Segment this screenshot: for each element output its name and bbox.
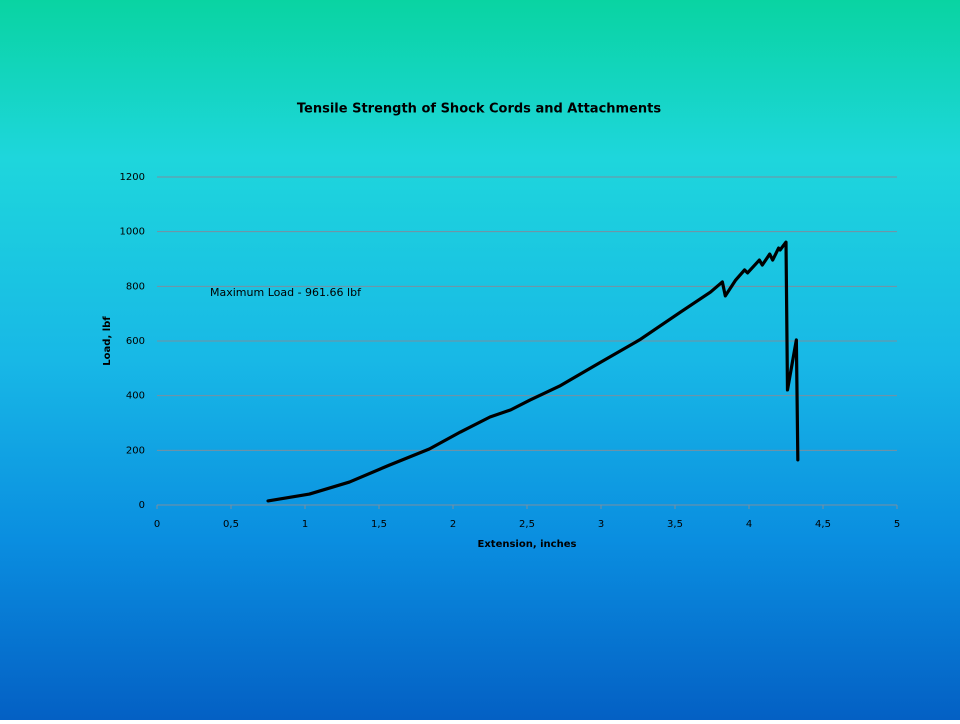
y-axis-title: Load, lbf [102,316,113,366]
x-tick-label: 3 [598,519,604,530]
y-tick-label: 1200 [120,172,145,183]
x-tick-label: 2,5 [519,519,535,530]
y-tick-label: 0 [139,500,145,511]
data-line [266,240,800,503]
x-tick-label: 0,5 [223,519,239,530]
x-tick-label: 4,5 [815,519,831,530]
x-tick-label: 1,5 [371,519,387,530]
x-tick-label: 3,5 [667,519,683,530]
x-tick-label: 1 [302,519,308,530]
x-tick-label: 0 [154,519,160,530]
y-tick-label: 1000 [120,227,145,238]
y-tick-label: 400 [126,391,145,402]
x-tick-label: 2 [450,519,456,530]
annotation: Maximum Load - 961.66 lbf [210,286,362,299]
y-tick-label: 800 [126,281,145,292]
x-tick-label: 5 [894,519,900,530]
y-tick-label: 200 [126,445,145,456]
y-tick-label: 600 [126,336,145,347]
x-axis-title: Extension, inches [478,539,577,550]
x-tick-label: 4 [746,519,752,530]
chart-title: Tensile Strength of Shock Cords and Atta… [297,102,661,117]
